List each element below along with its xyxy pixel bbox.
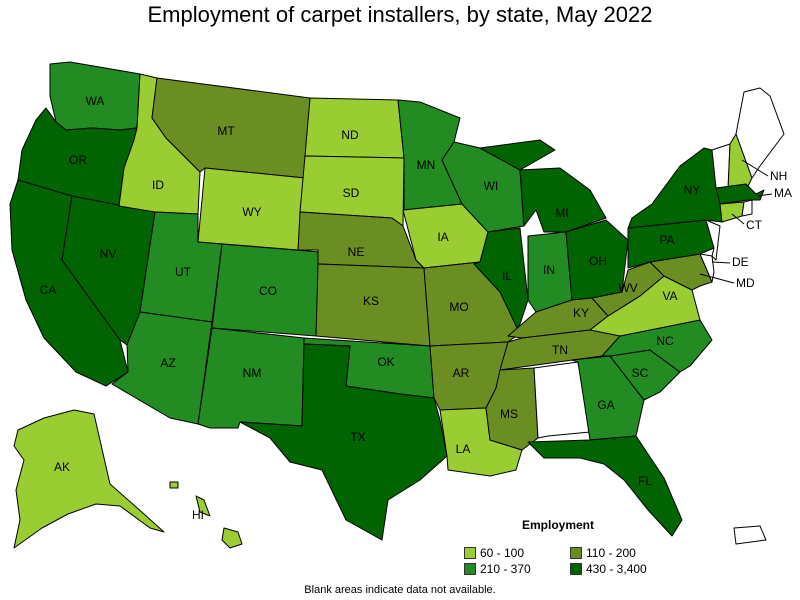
state-label-DE: DE: [732, 255, 749, 269]
state-AK: [13, 409, 165, 549]
state-label-MO: MO: [449, 300, 468, 314]
legend-label-210-370: 210 - 370: [480, 562, 531, 576]
state-NH: [727, 133, 753, 191]
state-CT: [719, 201, 745, 223]
state-label-ND: ND: [341, 128, 359, 142]
legend-title: Employment: [522, 518, 595, 532]
state-DE: [699, 253, 715, 283]
state-label-MA: MA: [774, 186, 792, 200]
state-TX: [239, 343, 448, 541]
legend-item-60-100: 60 - 100: [464, 546, 524, 560]
state-AL: [533, 361, 591, 439]
state-ME: [735, 87, 785, 179]
state-HI: [221, 527, 243, 549]
state-label-HI: HI: [192, 508, 204, 522]
state-label-WY: WY: [242, 205, 261, 219]
leader-NH: [741, 159, 769, 177]
state-label-NC: NC: [656, 334, 674, 348]
state-label-IA: IA: [437, 230, 448, 244]
legend-item-210-370: 210 - 370: [464, 562, 531, 576]
state-label-NV: NV: [100, 247, 117, 261]
state-label-WV: WV: [618, 281, 637, 295]
state-MI: [479, 139, 607, 233]
legend-item-110-200: 110 - 200: [570, 546, 636, 560]
state-label-MI: MI: [555, 206, 568, 220]
state-label-OK: OK: [377, 355, 394, 369]
state-HI-island: [169, 481, 179, 489]
state-label-OR: OR: [69, 153, 87, 167]
state-label-CT: CT: [746, 218, 763, 232]
state-label-OH: OH: [589, 254, 607, 268]
state-label-MT: MT: [217, 124, 235, 138]
state-label-MS: MS: [500, 407, 518, 421]
legend-swatch-210-370: [464, 563, 476, 575]
state-label-NH: NH: [770, 169, 787, 183]
state-label-NY: NY: [684, 183, 701, 197]
state-label-NE: NE: [348, 245, 365, 259]
state-label-VA: VA: [662, 289, 677, 303]
state-label-TN: TN: [552, 343, 568, 357]
state-label-LA: LA: [456, 442, 471, 456]
legend-swatch-430-3400: [570, 563, 582, 575]
state-label-AR: AR: [453, 366, 470, 380]
state-FL: [527, 435, 683, 537]
state-label-CO: CO: [259, 284, 277, 298]
legend-swatch-110-200: [570, 547, 582, 559]
legend-label-110-200: 110 - 200: [586, 546, 636, 560]
state-label-SC: SC: [632, 366, 649, 380]
state-label-ID: ID: [152, 178, 164, 192]
state-label-UT: UT: [175, 265, 192, 279]
state-HI-island: [195, 495, 211, 517]
legend-label-60-100: 60 - 100: [480, 546, 525, 560]
state-label-WI: WI: [484, 179, 499, 193]
state-label-IN: IN: [543, 263, 555, 277]
state-IL: [473, 227, 529, 331]
state-label-IL: IL: [502, 269, 512, 283]
state-label-MN: MN: [417, 158, 436, 172]
state-label-TX: TX: [350, 430, 365, 444]
leader-DE: [711, 261, 731, 264]
state-label-NM: NM: [243, 366, 262, 380]
state-label-PA: PA: [659, 233, 674, 247]
state-label-GA: GA: [597, 398, 614, 412]
state-label-MD: MD: [736, 276, 755, 290]
state-AZ: [111, 311, 213, 425]
state-MA: [715, 183, 765, 205]
state-label-AZ: AZ: [160, 356, 175, 370]
state-label-AK: AK: [54, 460, 70, 474]
footnote: Blank areas indicate data not available.: [304, 584, 496, 596]
legend-swatch-60-100: [464, 547, 476, 559]
leader-MA: [757, 193, 773, 197]
state-label-FL: FL: [638, 474, 652, 488]
state-PR: [733, 525, 767, 545]
state-label-WA: WA: [86, 94, 105, 108]
state-label-KY: KY: [573, 306, 589, 320]
state-NJ: [705, 219, 721, 261]
state-label-KS: KS: [363, 294, 379, 308]
state-RI: [741, 199, 753, 217]
legend-label-430-3400: 430 - 3,400: [586, 562, 647, 576]
chart-title: Employment of carpet installers, by stat…: [147, 2, 653, 27]
leader-CT: [731, 213, 745, 225]
state-label-SD: SD: [343, 186, 360, 200]
state-label-CA: CA: [40, 283, 57, 297]
leader-MD: [699, 273, 735, 284]
legend-item-430-3400: 430 - 3,400: [570, 562, 647, 576]
